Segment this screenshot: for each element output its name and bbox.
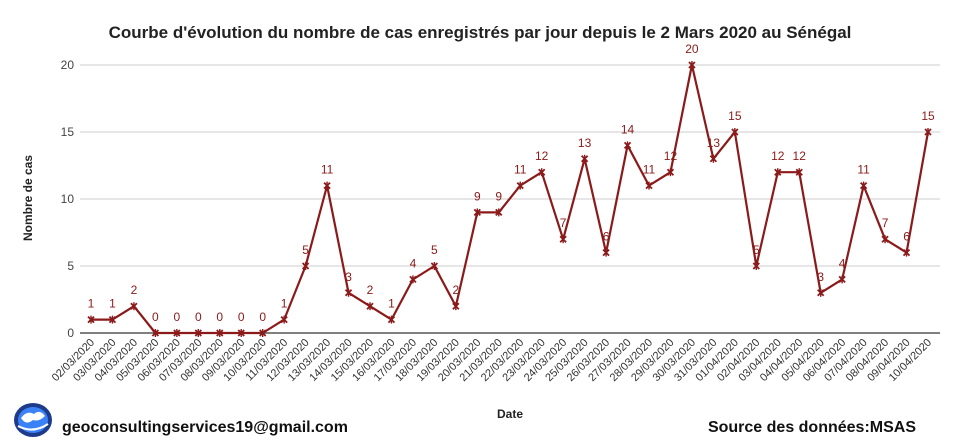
data-point	[173, 329, 181, 337]
data-label: 11	[643, 163, 656, 177]
data-point	[838, 275, 846, 284]
data-label: 13	[707, 136, 721, 150]
data-point	[731, 128, 739, 136]
data-label: 4	[839, 256, 846, 270]
data-label: 0	[195, 310, 202, 324]
series-line	[91, 63, 930, 335]
data-point	[108, 315, 117, 324]
data-label: 12	[793, 149, 807, 163]
data-point	[194, 329, 202, 337]
data-label: 15	[728, 109, 742, 123]
data-point	[752, 262, 760, 270]
data-point	[516, 181, 524, 190]
data-point	[473, 208, 481, 217]
data-label: 12	[535, 149, 549, 163]
data-point	[366, 302, 374, 311]
data-label: 20	[685, 42, 699, 56]
data-point	[559, 235, 567, 244]
y-tick-label: 15	[61, 125, 75, 139]
data-label: 9	[495, 189, 502, 203]
data-point	[817, 288, 825, 297]
globe-logo	[14, 403, 52, 437]
data-point	[87, 315, 95, 324]
data-point	[452, 302, 460, 311]
data-label: 0	[216, 310, 223, 324]
series-cases	[91, 63, 930, 335]
data-point	[859, 181, 868, 190]
data-point	[666, 168, 675, 177]
data-point	[709, 154, 718, 163]
data-point	[237, 329, 245, 337]
data-point	[259, 329, 267, 337]
data-label: 11	[321, 163, 334, 177]
data-label: 5	[753, 243, 760, 257]
data-label: 11	[514, 163, 527, 177]
data-point	[645, 181, 653, 190]
x-axis-ticks: 02/03/202003/03/202004/03/202005/03/2020…	[50, 337, 934, 384]
data-label: 15	[921, 109, 935, 123]
data-point	[623, 141, 632, 150]
data-label: 2	[131, 283, 138, 297]
data-label: 14	[621, 122, 635, 136]
contact-email: geoconsultingservices19@gmail.com	[62, 419, 348, 436]
data-label: 3	[345, 270, 352, 284]
data-label: 1	[281, 297, 288, 311]
y-tick-label: 10	[61, 192, 75, 206]
y-axis-label: Nombre de cas	[21, 155, 35, 241]
data-points	[87, 61, 932, 337]
data-label: 3	[817, 270, 824, 284]
y-tick-label: 20	[61, 58, 75, 72]
data-point	[151, 329, 160, 337]
data-point	[430, 262, 439, 270]
data-label: 9	[474, 189, 481, 203]
data-point	[344, 288, 353, 297]
data-label: 1	[109, 297, 116, 311]
data-point	[409, 275, 417, 284]
data-point	[130, 302, 138, 311]
data-point	[774, 168, 782, 177]
data-point	[387, 315, 396, 324]
data-point	[538, 168, 546, 177]
y-tick-label: 0	[67, 326, 74, 340]
data-label: 7	[560, 216, 567, 230]
data-label: 0	[152, 310, 159, 324]
data-label: 2	[453, 283, 460, 297]
chart-title: Courbe d'évolution du nombre de cas enre…	[109, 23, 852, 42]
data-point	[323, 181, 331, 190]
y-axis-ticks: 0 5 10 15 20	[61, 58, 75, 340]
data-label: 0	[174, 310, 181, 324]
data-point	[795, 168, 803, 177]
data-label: 4	[410, 256, 417, 270]
data-label: 12	[664, 149, 678, 163]
data-point	[902, 248, 911, 257]
data-label: 5	[431, 243, 438, 257]
data-label: 13	[578, 136, 592, 150]
data-label: 1	[88, 297, 95, 311]
x-axis-label: Date	[497, 407, 523, 421]
data-point	[495, 208, 503, 217]
data-label: 0	[238, 310, 245, 324]
data-source: Source des données:MSAS	[707, 419, 916, 436]
data-label: 1	[388, 297, 395, 311]
data-label: 6	[603, 230, 610, 244]
data-point	[688, 61, 696, 69]
data-point	[216, 329, 224, 337]
data-label: 12	[771, 149, 785, 163]
data-label: 6	[903, 230, 910, 244]
data-label: 5	[302, 243, 309, 257]
data-label: 11	[857, 163, 870, 177]
data-point	[301, 262, 310, 270]
data-label: 2	[367, 283, 374, 297]
data-point	[881, 235, 889, 244]
data-point	[602, 248, 610, 257]
data-point	[924, 128, 932, 136]
data-point	[580, 154, 589, 163]
y-tick-label: 5	[67, 259, 74, 273]
data-label: 7	[882, 216, 889, 230]
data-point	[280, 315, 288, 324]
data-label: 0	[259, 310, 266, 324]
